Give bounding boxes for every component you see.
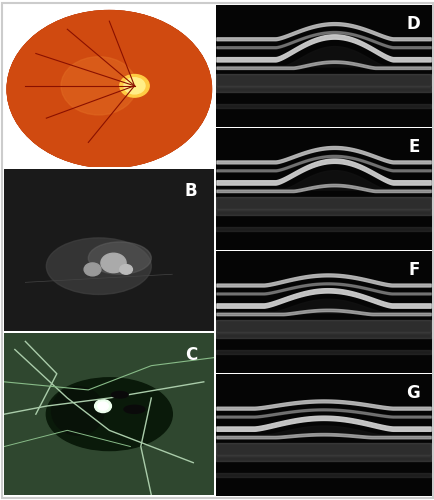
Circle shape	[124, 78, 145, 94]
Circle shape	[7, 10, 212, 168]
Text: G: G	[405, 384, 419, 402]
Circle shape	[61, 56, 136, 115]
Circle shape	[7, 10, 212, 168]
Circle shape	[36, 32, 182, 146]
Circle shape	[95, 400, 111, 412]
Ellipse shape	[46, 238, 151, 294]
Ellipse shape	[52, 386, 104, 435]
Ellipse shape	[111, 392, 128, 398]
Text: E: E	[408, 138, 419, 156]
Text: B: B	[184, 182, 197, 200]
Circle shape	[119, 264, 132, 274]
Circle shape	[46, 40, 172, 138]
Ellipse shape	[88, 242, 151, 274]
Text: C: C	[185, 346, 197, 364]
Circle shape	[119, 74, 149, 97]
Circle shape	[25, 24, 193, 154]
Ellipse shape	[124, 406, 145, 413]
Circle shape	[98, 402, 108, 410]
Text: F: F	[408, 261, 419, 279]
Text: D: D	[405, 14, 419, 32]
Circle shape	[101, 253, 126, 272]
Ellipse shape	[46, 378, 172, 450]
Text: A: A	[184, 18, 197, 36]
Circle shape	[57, 48, 161, 130]
Circle shape	[84, 263, 101, 276]
Circle shape	[17, 18, 201, 160]
